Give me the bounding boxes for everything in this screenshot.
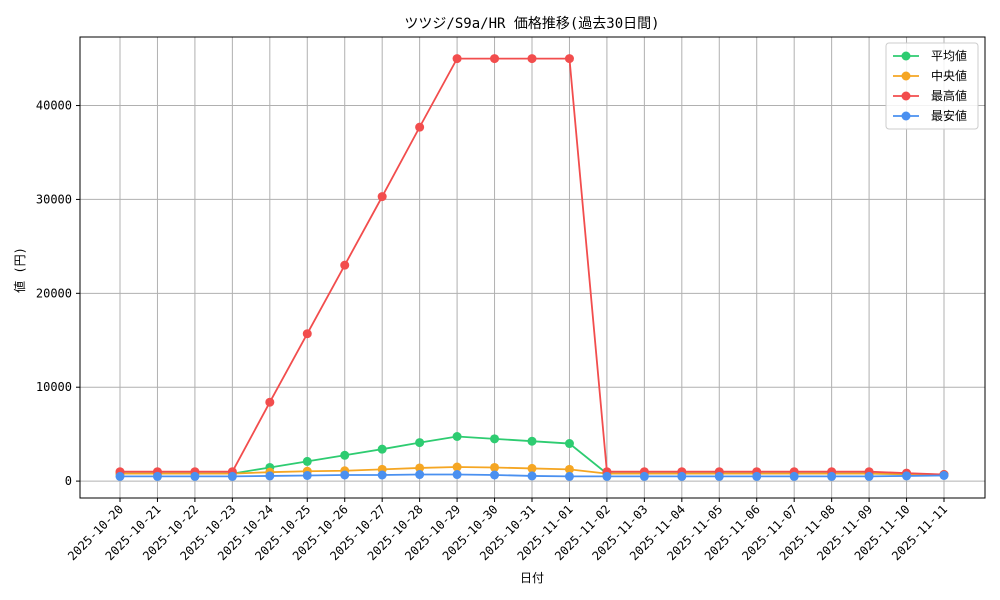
y-tick-label: 30000 [36,192,72,206]
data-point [302,456,312,466]
data-point [527,436,537,446]
data-point [452,462,462,472]
y-axis-title: 値 (円) [12,247,27,293]
data-point [415,470,425,480]
grid [80,37,985,498]
data-point [302,470,312,480]
data-point [564,471,574,481]
series-layer [115,54,949,481]
legend-label: 平均値 [931,48,967,63]
data-point [115,471,125,481]
data-point [490,470,500,480]
data-point [902,471,912,481]
data-point [415,463,425,473]
data-point [527,463,537,473]
data-point [377,192,387,202]
legend-marker [901,51,911,61]
y-tick-label: 20000 [36,286,72,300]
data-point [564,439,574,449]
data-point [752,471,762,481]
data-point [415,122,425,132]
legend-marker [901,111,911,121]
legend-label: 中央値 [931,68,967,83]
data-point [377,470,387,480]
data-point [377,444,387,454]
data-point [340,450,350,460]
chart-title: ツツジ/S9a/HR 価格推移(過去30日間) [404,16,659,32]
data-point [265,471,275,481]
data-point [490,462,500,472]
data-point [265,397,275,407]
data-point [714,471,724,481]
data-point [527,54,537,64]
data-point [602,471,612,481]
series-group [115,470,949,481]
legend-label: 最高値 [931,88,967,103]
y-tick-label: 40000 [36,99,72,113]
data-point [527,471,537,481]
data-point [827,471,837,481]
data-point [340,260,350,270]
data-point [789,471,799,481]
legend-label: 最安値 [931,108,967,123]
data-point [639,471,649,481]
legend-box [885,42,979,130]
data-point [864,471,874,481]
data-point [939,470,949,480]
data-point [452,54,462,64]
legend-marker [901,71,911,81]
y-tick-label: 10000 [36,380,72,394]
data-point [564,54,574,64]
y-axis-ticks: 0 10000 20000 30000 40000 [36,99,80,488]
data-point [490,54,500,64]
x-axis-title: 日付 [520,571,544,585]
data-point [340,470,350,480]
data-point [227,471,237,481]
data-point [677,471,687,481]
data-point [190,471,200,481]
data-point [564,464,574,474]
data-point [415,438,425,448]
data-point [452,470,462,480]
legend-marker [901,91,911,101]
data-point [452,432,462,442]
data-point [302,329,312,339]
data-point [490,434,500,444]
y-tick-label: 0 [65,474,72,488]
data-point [152,471,162,481]
